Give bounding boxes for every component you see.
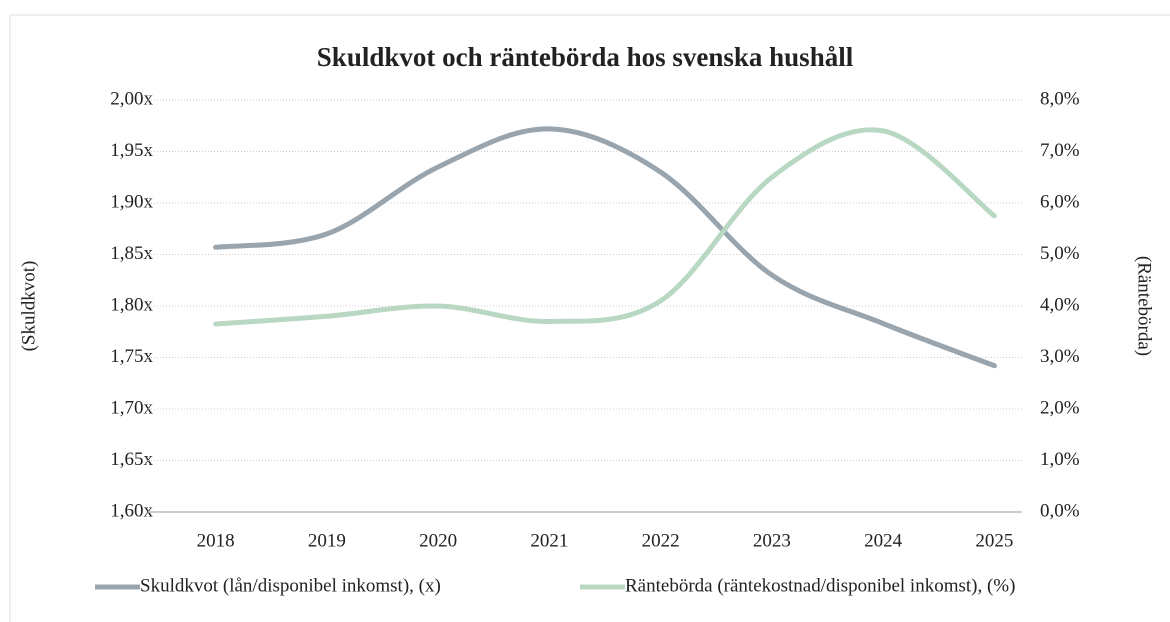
y2-tick-label: 6,0% [1040, 191, 1080, 212]
chart-border [9, 14, 1170, 622]
y-tick-label: 1,65x [110, 449, 153, 470]
y2-tick-label: 7,0% [1040, 140, 1080, 161]
y-axis-title: (Skuldkvot) [18, 261, 39, 352]
y2-tick-label: 3,0% [1040, 346, 1080, 367]
y-tick-label: 1,75x [110, 346, 153, 367]
x-tick-label: 2025 [975, 530, 1013, 551]
legend-label: Skuldkvot (lån/disponibel inkomst), (x) [140, 575, 441, 596]
y2-axis-title: (Räntebörda) [1134, 256, 1155, 356]
x-tick-label: 2022 [642, 530, 680, 551]
y-tick-label: 1,70x [110, 397, 153, 418]
y-tick-label: 1,60x [110, 500, 153, 521]
series-line [213, 126, 997, 369]
y2-tick-label: 1,0% [1040, 449, 1080, 470]
y-tick-label: 1,95x [110, 140, 153, 161]
x-tick-label: 2021 [530, 530, 568, 551]
legend-label: Räntebörda (räntekostnad/disponibel inko… [625, 575, 1015, 596]
series-line [213, 127, 997, 327]
x-tick-label: 2024 [864, 530, 903, 551]
x-tick-label: 2020 [419, 530, 457, 551]
y-tick-label: 1,85x [110, 243, 153, 264]
y-tick-label: 1,90x [110, 191, 153, 212]
chart-title: Skuldkvot och räntebörda hos svenska hus… [317, 42, 854, 72]
y2-tick-label: 8,0% [1040, 88, 1080, 109]
y2-tick-label: 2,0% [1040, 397, 1080, 418]
x-tick-label: 2023 [753, 530, 791, 551]
y-tick-label: 2,00x [110, 88, 153, 109]
x-tick-label: 2018 [197, 530, 235, 551]
y-tick-label: 1,80x [110, 294, 153, 315]
y2-tick-label: 5,0% [1040, 243, 1080, 264]
y2-tick-label: 4,0% [1040, 294, 1080, 315]
x-tick-label: 2019 [308, 530, 346, 551]
y2-tick-label: 0,0% [1040, 500, 1080, 521]
